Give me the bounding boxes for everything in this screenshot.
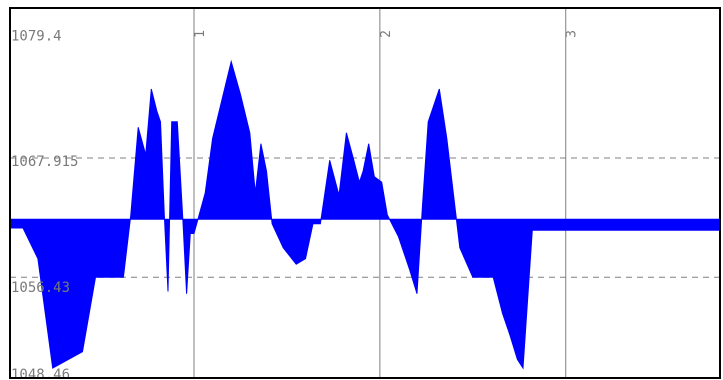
- x-tick-label: 1: [193, 30, 208, 38]
- y-tick-label: 1048.46: [11, 367, 70, 380]
- y-tick-label: 1067.915: [11, 154, 78, 170]
- area-fill: [9, 59, 721, 370]
- tick-labels: 1079.4 1067.915 1056.43 1048.46 1 2 3: [11, 28, 580, 380]
- x-tick-label: 3: [565, 30, 580, 38]
- y-tick-label: 1056.43: [11, 280, 70, 296]
- plot-border: [9, 7, 721, 379]
- y-tick-label: 1079.4: [11, 28, 62, 44]
- area-series: [9, 59, 721, 370]
- x-tick-label: 2: [379, 30, 394, 38]
